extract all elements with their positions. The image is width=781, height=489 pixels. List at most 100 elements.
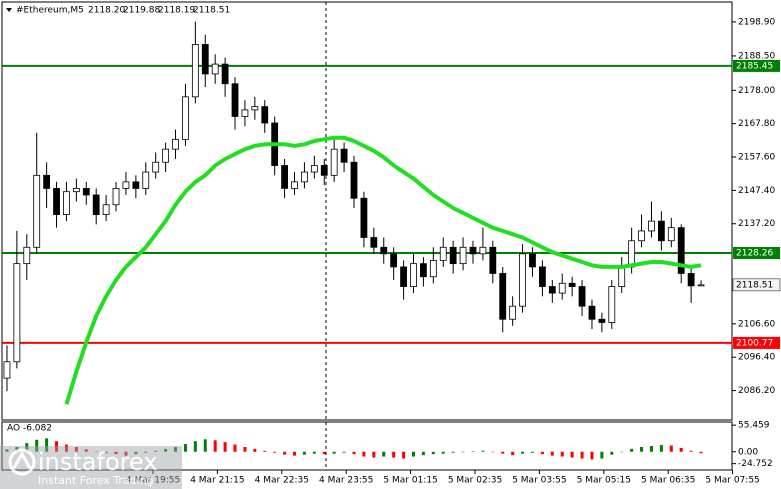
ao-bar [649, 446, 653, 452]
ao-bar [659, 445, 663, 452]
candle-body [142, 171, 150, 189]
ao-bar [630, 448, 634, 452]
x-tick-label: 5 Mar 03:55 [512, 476, 566, 486]
current-price-label: 2118.51 [736, 280, 773, 290]
ao-bar [5, 449, 9, 452]
candle-body [608, 286, 616, 323]
ao-bar [679, 447, 683, 452]
candle-body [499, 273, 507, 320]
candle-body [568, 282, 576, 287]
candle-body [479, 246, 487, 255]
candle-body [63, 191, 70, 215]
x-tick-label: 5 Mar 02:35 [448, 476, 502, 486]
candle-body [281, 165, 288, 189]
ao-bar [45, 438, 49, 452]
ao-bar [193, 441, 197, 452]
x-tick-label: 4 Mar 22:35 [255, 476, 309, 486]
ao-bar [451, 451, 455, 453]
ao-bar [640, 446, 644, 452]
ao-bar [213, 440, 217, 452]
ao-bar [124, 451, 128, 456]
candle-body [330, 148, 338, 176]
ao-bar [342, 451, 346, 453]
candle-body [638, 230, 645, 242]
ao-bar [104, 451, 108, 454]
ao-bar [174, 446, 178, 452]
ao-bar [15, 446, 19, 452]
candle-body [201, 44, 209, 75]
ao-bar [540, 451, 544, 455]
header-value: 2118.19 [158, 6, 195, 16]
ao-bar [253, 448, 257, 452]
candle-body [618, 266, 626, 287]
watermark: instaforex Instant Forex Trading [0, 446, 182, 489]
candle-body [43, 174, 51, 189]
moving-average [64, 135, 702, 405]
header-value: 2119.88 [123, 6, 160, 16]
candle-body [132, 181, 140, 189]
candle-body [469, 246, 477, 255]
y-tick-label: 2167.80 [738, 119, 775, 129]
indicator-tick-label: -24.752 [738, 459, 773, 469]
ao-bar [223, 442, 227, 452]
candle-body [667, 227, 675, 242]
candle-body [3, 361, 11, 379]
candle-body [102, 204, 110, 215]
candle-body [92, 194, 100, 215]
candle-body [152, 161, 160, 173]
level-label: 2100.77 [736, 338, 773, 348]
y-tick-label: 2147.40 [738, 186, 775, 196]
ao-bar [84, 449, 88, 452]
candle-body [657, 220, 665, 242]
y-tick-label: 2188.50 [738, 51, 775, 61]
menu-arrow [6, 8, 12, 12]
ao-bar [263, 450, 267, 452]
x-tick-label: 5 Mar 01:15 [383, 476, 437, 486]
price-panel [1, 1, 733, 421]
candle-body [439, 246, 447, 261]
candle-body [558, 282, 566, 294]
candle-body [310, 165, 318, 173]
candle-body [449, 246, 457, 265]
candle-body [23, 246, 31, 265]
x-tick-label: 5 Mar 05:15 [577, 476, 631, 486]
candle-body [380, 246, 388, 255]
candle-body [400, 266, 407, 287]
candle-body [33, 174, 41, 248]
candle-body [697, 284, 705, 287]
candle-body [459, 246, 467, 265]
ao-bar [511, 451, 515, 456]
ao-bar [669, 445, 673, 452]
logo-icon [8, 448, 36, 476]
level-label-bg [733, 336, 780, 349]
brand: instaforex [38, 448, 158, 476]
ao-bar [402, 451, 406, 459]
ao-bar [382, 451, 386, 457]
candle-body [301, 171, 308, 183]
ao-bar [55, 441, 59, 452]
candle-body [182, 96, 189, 140]
candle-body [241, 109, 249, 117]
indicator-tick-label: 55.459 [738, 421, 770, 431]
candle-body [420, 263, 427, 278]
candle-body [648, 220, 655, 232]
ao-bar [134, 451, 138, 455]
level-label: 2128.26 [736, 248, 773, 258]
ao-bar [501, 451, 505, 454]
y-tick-label: 2137.20 [738, 219, 775, 229]
candle-body [687, 273, 695, 287]
ao-bar [550, 451, 554, 456]
plot: 2198.90 2188.50 2178.00 2167.80 2157.60 2147.… [2, 17, 781, 486]
candle-body [211, 63, 219, 75]
ao-bar [689, 450, 693, 452]
ao-bar [25, 443, 29, 452]
x-tick-label: 4 Mar 21:15 [190, 476, 244, 486]
y-tick-label: 2157.60 [738, 153, 775, 163]
ao-bar [332, 451, 336, 454]
candle-body [53, 188, 60, 215]
ao-bar [481, 450, 485, 452]
ao-bar [530, 451, 534, 453]
ao-bar [699, 451, 703, 454]
